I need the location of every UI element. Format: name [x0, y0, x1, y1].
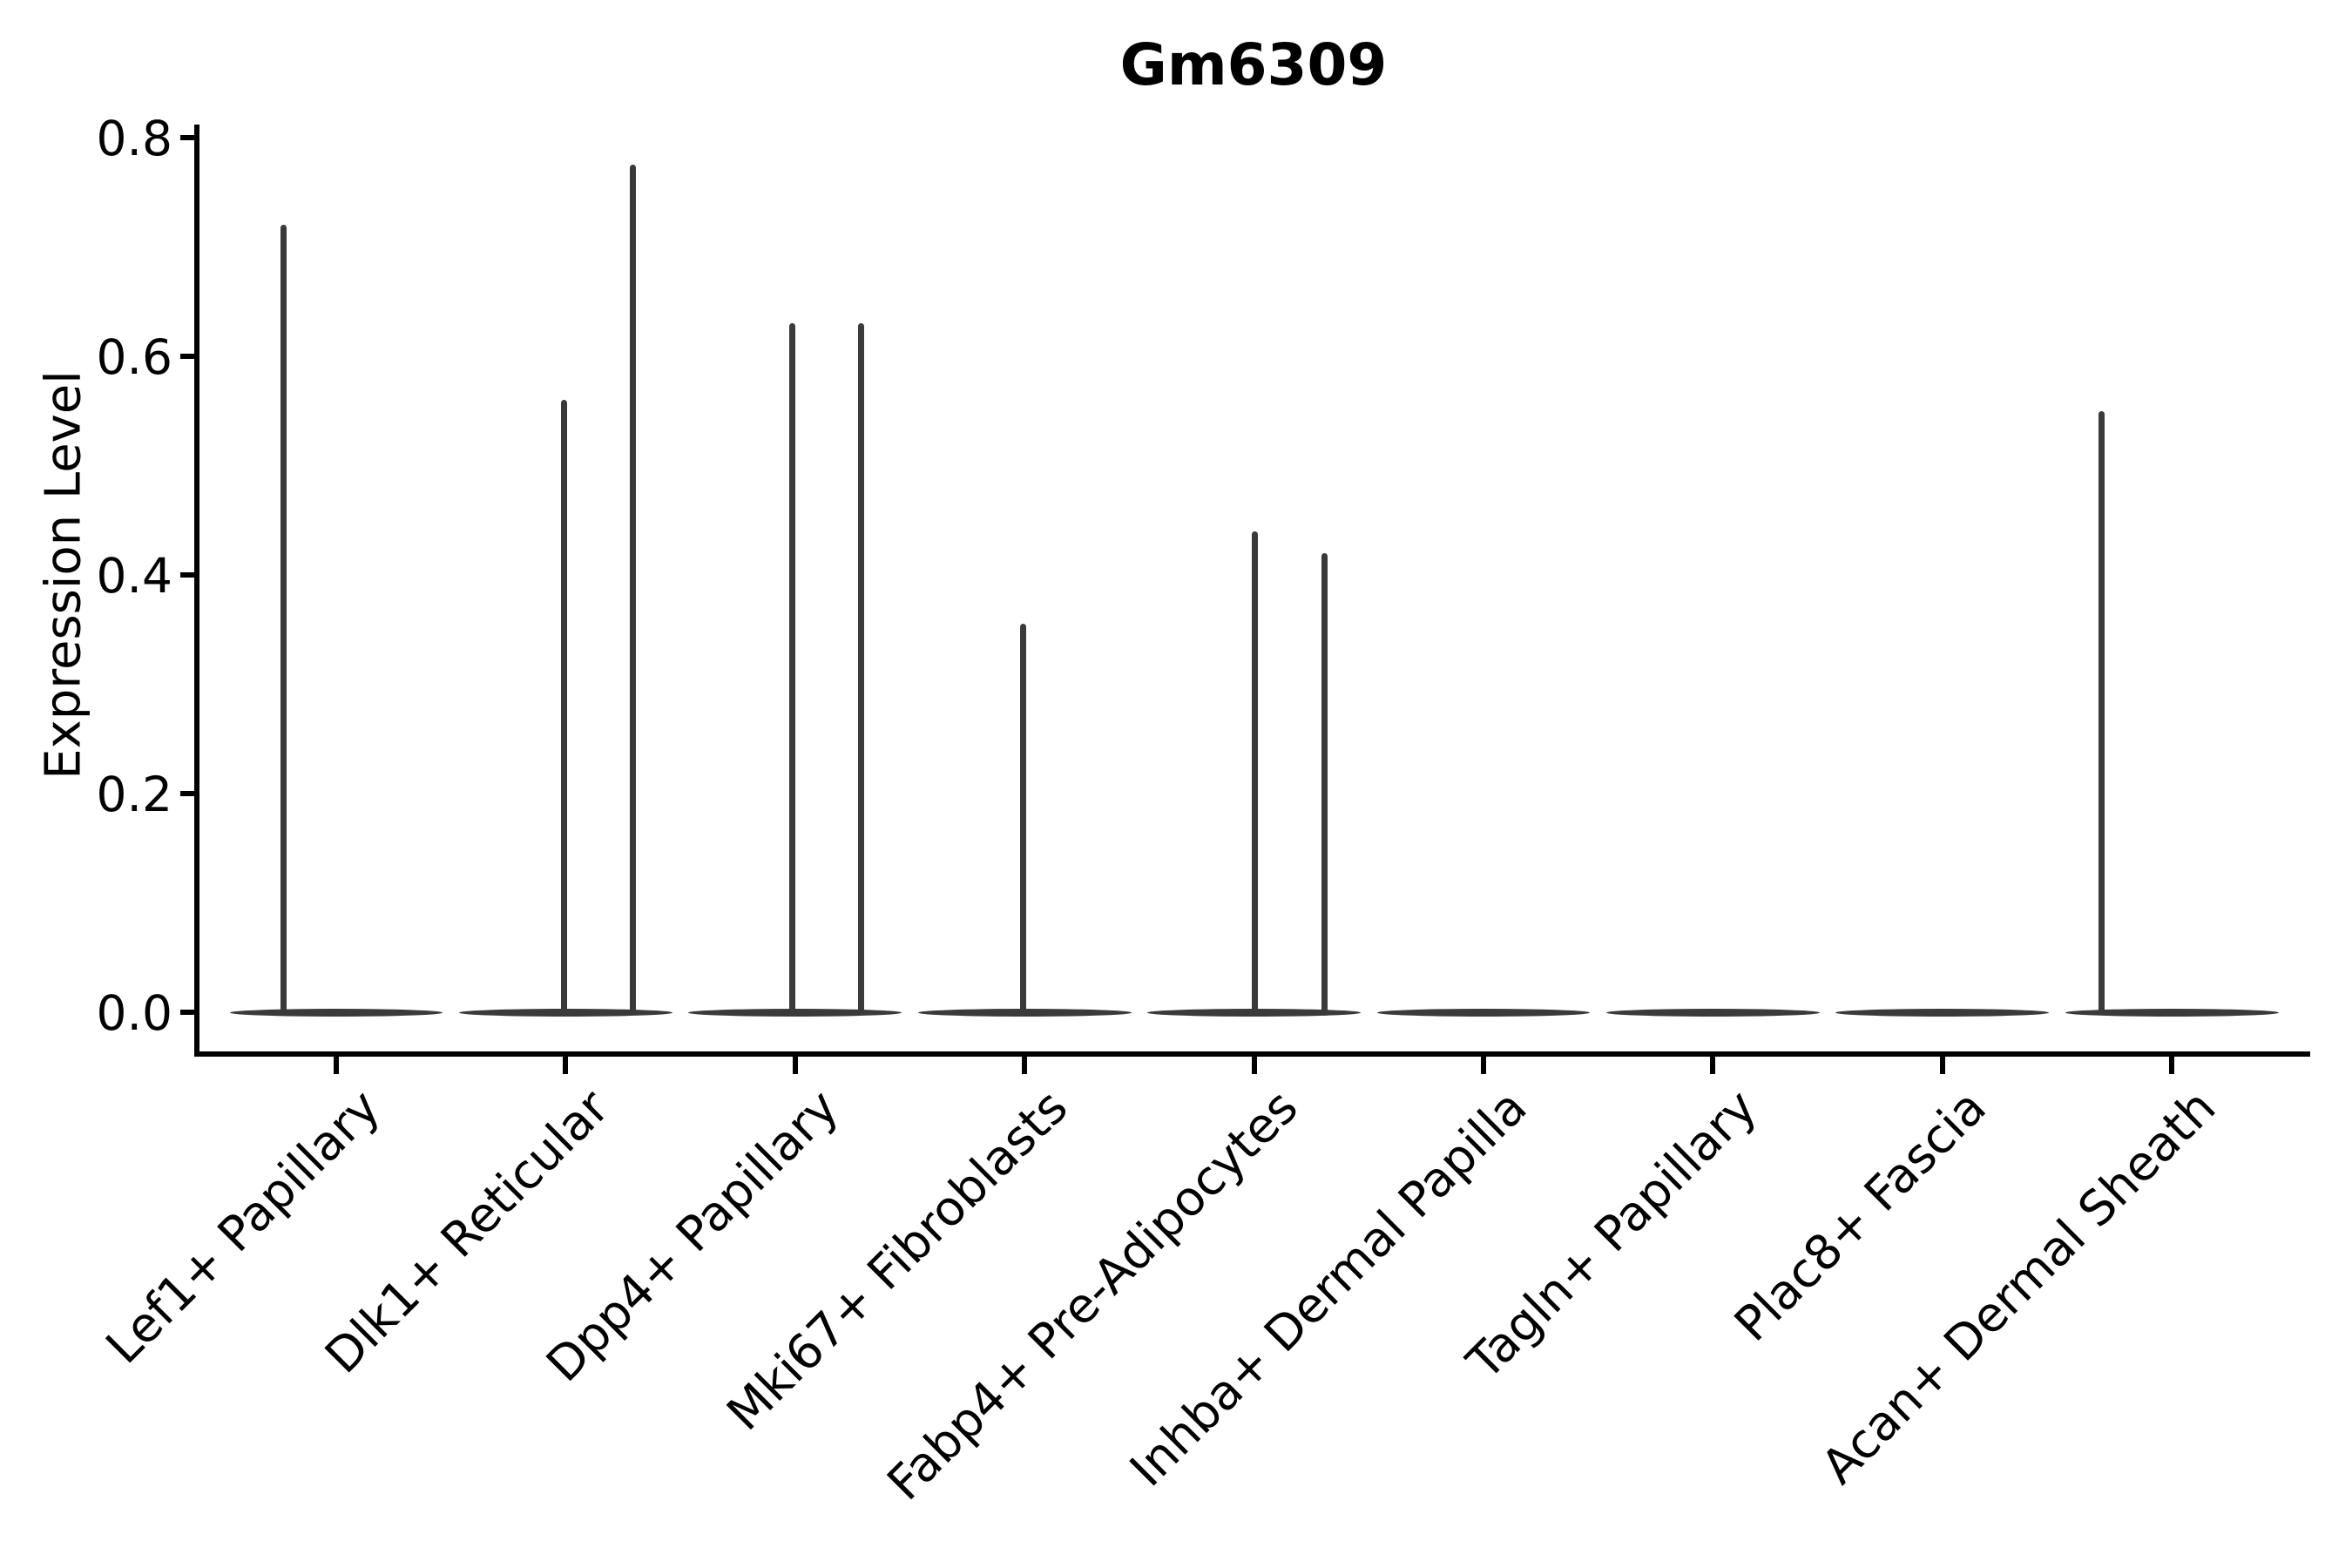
y-tick-label: 0.8 — [96, 111, 172, 166]
y-tick — [180, 1010, 194, 1015]
x-tick — [792, 1057, 798, 1074]
x-axis-spine — [194, 1051, 2310, 1057]
x-tick — [563, 1057, 569, 1074]
y-tick-label: 0.0 — [96, 985, 172, 1041]
violin-spike — [560, 400, 567, 1015]
y-tick-label: 0.2 — [96, 767, 172, 822]
x-tick — [2169, 1057, 2175, 1074]
y-tick-label: 0.4 — [96, 548, 172, 604]
violin-spike — [2098, 410, 2105, 1015]
x-tick — [1022, 1057, 1028, 1074]
violin-spike — [280, 225, 287, 1015]
violin-baseline — [2065, 1008, 2279, 1017]
chart-title: Gm6309 — [1119, 31, 1388, 98]
x-tick — [1710, 1057, 1716, 1074]
violin-spike — [1321, 552, 1328, 1015]
violin-baseline — [1376, 1008, 1591, 1017]
x-tick — [1939, 1057, 1945, 1074]
y-axis-spine — [194, 125, 199, 1057]
y-tick — [180, 135, 194, 140]
x-tick-label: Fabp4+ Pre-Adipocytes — [875, 1078, 1308, 1511]
violin-spike — [858, 323, 865, 1015]
x-tick — [1481, 1057, 1486, 1074]
y-tick — [180, 791, 194, 796]
violin-spike — [1019, 624, 1026, 1015]
x-tick — [334, 1057, 339, 1074]
y-tick-label: 0.6 — [96, 329, 172, 385]
violin-spike — [629, 165, 636, 1015]
x-tick-label: Acan+ Dermal Sheath — [1810, 1078, 2227, 1495]
y-tick — [180, 354, 194, 359]
y-tick — [180, 572, 194, 578]
x-tick-label: Inhba+ Dermal Papilla — [1119, 1078, 1538, 1497]
violin-baseline — [229, 1008, 443, 1017]
violin-spike — [1252, 531, 1259, 1015]
violin-spike — [789, 323, 796, 1015]
x-tick — [1251, 1057, 1257, 1074]
violin-baseline — [1835, 1008, 2050, 1017]
violin-baseline — [1605, 1008, 1820, 1017]
